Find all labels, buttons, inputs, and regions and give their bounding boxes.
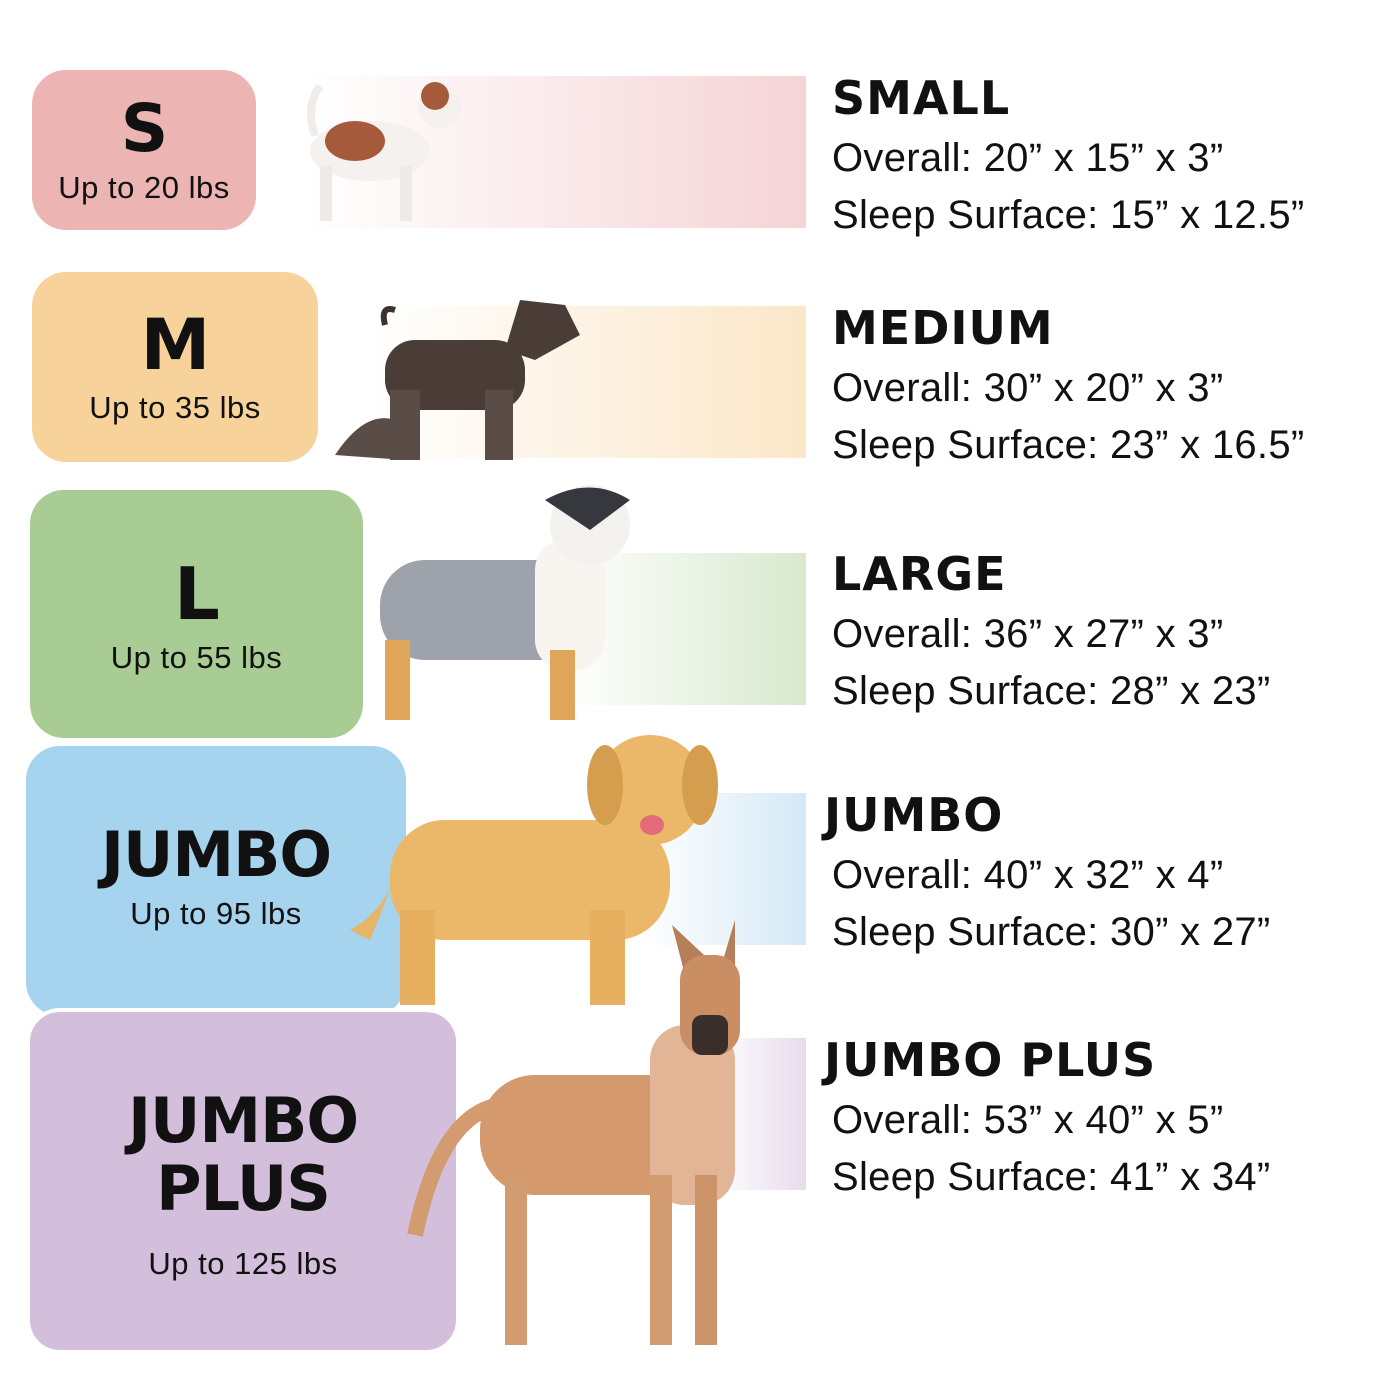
weight-limit: Up to 95 lbs bbox=[130, 896, 302, 931]
small-dog-illustration bbox=[307, 82, 462, 221]
jumbo-plus-dog-illustration bbox=[407, 920, 740, 1345]
size-code: PLUS bbox=[156, 1152, 331, 1225]
size-badge-medium: M Up to 35 lbs bbox=[32, 272, 318, 462]
size-title: LARGE bbox=[832, 547, 1007, 601]
size-badge-jumbo-plus: JUMBO PLUS Up to 125 lbs bbox=[26, 1008, 460, 1354]
spec-small: SMALL Overall: 20” x 15” x 3” Sleep Surf… bbox=[832, 75, 1305, 235]
size-code: JUMBO bbox=[127, 1084, 359, 1157]
size-badge-large: L Up to 55 lbs bbox=[30, 490, 363, 738]
weight-limit: Up to 35 lbs bbox=[89, 390, 261, 425]
size-title: JUMBO bbox=[824, 788, 1004, 842]
size-code: S bbox=[120, 90, 169, 167]
medium-dog-illustration bbox=[335, 300, 580, 460]
weight-limit: Up to 55 lbs bbox=[110, 640, 283, 675]
size-title: MEDIUM bbox=[832, 301, 1054, 355]
weight-limit: Up to 20 lbs bbox=[58, 170, 230, 205]
size-code: M bbox=[140, 304, 211, 386]
spec-jumbo: JUMBO Overall: 40” x 32” x 4” Sleep Surf… bbox=[824, 792, 1271, 952]
jumbo-dog-illustration bbox=[350, 735, 718, 1005]
spec-large: LARGE Overall: 36” x 27” x 3” Sleep Surf… bbox=[832, 551, 1271, 711]
overall-dimensions: Overall: 20” x 15” x 3” bbox=[832, 136, 1224, 180]
overall-dimensions: Overall: 53” x 40” x 5” bbox=[832, 1098, 1224, 1142]
size-title: SMALL bbox=[832, 71, 1011, 125]
spec-jumbo-plus: JUMBO PLUS Overall: 53” x 40” x 5” Sleep… bbox=[824, 1037, 1271, 1197]
overall-dimensions: Overall: 36” x 27” x 3” bbox=[832, 612, 1224, 656]
overall-dimensions: Overall: 30” x 20” x 3” bbox=[832, 366, 1224, 410]
large-dog-illustration bbox=[380, 485, 630, 720]
size-badge-jumbo: JUMBO Up to 95 lbs bbox=[26, 746, 406, 1016]
size-code: L bbox=[174, 552, 220, 636]
size-badge-small: S Up to 20 lbs bbox=[32, 70, 256, 230]
overall-dimensions: Overall: 40” x 32” x 4” bbox=[832, 853, 1224, 897]
size-title: JUMBO PLUS bbox=[824, 1033, 1157, 1087]
sleep-surface-dimensions: Sleep Surface: 28” x 23” bbox=[832, 669, 1271, 713]
sleep-surface-dimensions: Sleep Surface: 23” x 16.5” bbox=[832, 423, 1305, 467]
sleep-surface-dimensions: Sleep Surface: 30” x 27” bbox=[832, 910, 1271, 954]
size-code: JUMBO bbox=[100, 818, 332, 891]
sleep-surface-dimensions: Sleep Surface: 41” x 34” bbox=[832, 1155, 1271, 1199]
weight-limit: Up to 125 lbs bbox=[148, 1246, 338, 1281]
spec-medium: MEDIUM Overall: 30” x 20” x 3” Sleep Sur… bbox=[832, 305, 1305, 465]
sleep-surface-dimensions: Sleep Surface: 15” x 12.5” bbox=[832, 193, 1305, 237]
